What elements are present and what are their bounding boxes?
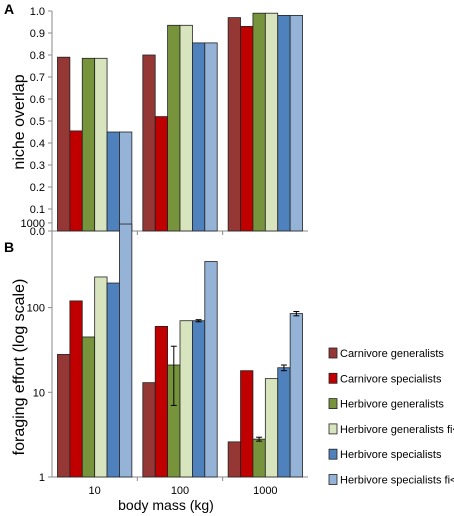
bar-herbivore-generalists-1000 [252, 438, 266, 478]
bar-herbivore-specialists-100 [191, 42, 206, 232]
panel-b-chart: 1 10 100 1000 10 100 1000 [21, 207, 308, 497]
y-tick-label: 0.3 [30, 160, 45, 172]
bar-herbivore-specialists-fi-1-100 [204, 42, 218, 232]
y-tick-label: 0.9 [30, 28, 45, 40]
y-tick-label: 0.0 [30, 226, 45, 238]
y-tick-label: 0.6 [30, 94, 45, 106]
bar-carnivore-specialists-1000 [240, 25, 254, 232]
bar-carnivore-generalists-10 [57, 354, 71, 478]
bar-herbivore-specialists-1000 [277, 14, 291, 232]
x-axis-label: body mass (kg) [118, 497, 214, 513]
bar-herbivore-specialists-fi-1-1000 [289, 14, 303, 232]
legend-swatch [328, 347, 338, 359]
bar-herbivore-specialists-100 [191, 320, 206, 478]
y-tick-label: 100 [27, 303, 45, 315]
legend-swatch [328, 474, 338, 485]
bar-carnivore-generalists-1000 [227, 441, 241, 478]
y-tick-label: 1 [39, 472, 45, 484]
legend-entry-label: Carnivore generalists [340, 348, 444, 360]
bar-herbivore-specialists-fi-1-10 [119, 131, 133, 232]
legend-swatch [328, 448, 338, 460]
bar-herbivore-generalists-100 [167, 24, 181, 232]
bar-carnivore-specialists-10 [69, 130, 83, 232]
bar-herbivore-specialists-fi-1-1000 [289, 313, 303, 478]
bar-herbivore-specialists-fi-1-100 [204, 261, 218, 478]
bar-carnivore-specialists-100 [154, 116, 168, 232]
y-tick-label: 0.2 [30, 182, 45, 194]
bar-herbivore-generalists-1000 [252, 12, 266, 232]
panel-a-label: A [4, 1, 14, 17]
legend: Carnivore generalists Carnivore specialis… [328, 347, 454, 487]
legend-entry-label: Carnivore specialists [340, 373, 442, 385]
y-tick-label: 1.0 [30, 6, 45, 18]
bar-herbivore-generalists-fi-1-10 [94, 57, 108, 232]
bar-herbivore-specialists-fi-1-10 [119, 223, 133, 478]
y-tick-label: 0.8 [30, 50, 45, 62]
panel-b-label: B [4, 239, 14, 255]
y-tick-label: 10 [33, 387, 45, 399]
bar-herbivore-generalists-10 [81, 57, 96, 232]
bar-carnivore-generalists-1000 [227, 17, 241, 232]
bar-herbivore-generalists-fi-1-10 [94, 276, 108, 478]
panel-a-chart: 0.0 0.1 0.2 0.3 0.4 0.5 0.6 0.7 0.8 0.9 1.0 [30, 6, 308, 238]
bar-herbivore-generalists-fi-1-1000 [264, 12, 279, 232]
legend-swatch [328, 423, 338, 435]
bar-herbivore-specialists-1000 [277, 367, 291, 478]
bar-carnivore-generalists-10 [57, 56, 71, 232]
y-tick-label: 0.5 [30, 116, 45, 128]
panel-a-y-axis-label: niche overlap [11, 74, 28, 169]
legend-swatch [328, 398, 338, 410]
bar-carnivore-specialists-100 [154, 325, 168, 478]
bar-herbivore-generalists-fi-1-1000 [264, 378, 279, 478]
x-tick-label: 100 [171, 485, 189, 497]
legend-entry-label: Herbivore specialists [340, 449, 442, 461]
bar-herbivore-generalists-10 [81, 336, 96, 478]
y-tick-label: 0.7 [30, 72, 45, 84]
bar-herbivore-specialists-10 [106, 282, 120, 478]
bar-carnivore-generalists-100 [142, 382, 156, 478]
bar-carnivore-specialists-1000 [240, 370, 254, 478]
y-tick-label: 0.4 [30, 138, 45, 150]
bar-carnivore-specialists-10 [69, 300, 83, 478]
legend-entry-label: Herbivore specialists fi<1 [340, 475, 454, 487]
panel-b-y-axis-label: foraging effort (log scale) [11, 279, 28, 456]
x-tick-label: 10 [89, 485, 101, 497]
y-tick-label: 1000 [21, 218, 45, 230]
bar-herbivore-specialists-10 [106, 131, 120, 232]
y-tick-label: 0.1 [30, 204, 45, 216]
legend-swatch [328, 372, 338, 384]
legend-entry-label: Herbivore generalists [340, 399, 444, 411]
bar-herbivore-generalists-fi-1-100 [179, 320, 193, 478]
x-tick-label: 1000 [253, 485, 277, 497]
legend-entry-label: Herbivore generalists fi<1 [340, 424, 454, 436]
bar-herbivore-generalists-fi-1-100 [179, 24, 193, 232]
bar-carnivore-generalists-100 [142, 54, 156, 232]
